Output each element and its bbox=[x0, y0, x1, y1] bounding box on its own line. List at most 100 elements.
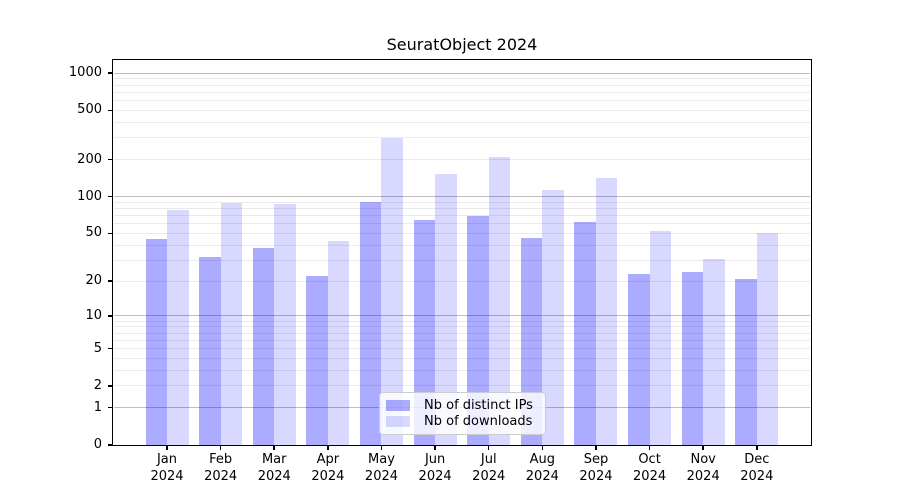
bar-distinct-ips-jan bbox=[145, 238, 167, 445]
chart-title: SeuratObject 2024 bbox=[386, 35, 538, 54]
y-tick-1 bbox=[107, 406, 113, 409]
x-tick-label-feb: Feb 2024 bbox=[189, 451, 253, 485]
y-gridline-minor-4 bbox=[114, 357, 810, 359]
x-tick-label-year: 2024 bbox=[150, 469, 184, 484]
x-tick-sep bbox=[595, 445, 597, 450]
bar-distinct-ips-feb bbox=[199, 256, 221, 445]
x-tick-oct bbox=[648, 445, 651, 450]
x-tick-aug bbox=[541, 445, 544, 450]
bar-distinct-ips-sep bbox=[574, 222, 596, 445]
y-tick-0 bbox=[107, 444, 113, 446]
bar-distinct-ips-may bbox=[359, 202, 382, 445]
legend-item-downloads: Nb of downloads bbox=[386, 414, 539, 430]
x-tick-label-jul: Jul 2024 bbox=[457, 451, 521, 485]
bar-distinct-ips-jun bbox=[413, 219, 436, 445]
bar-downloads-sep bbox=[595, 177, 618, 445]
legend: Nb of distinct IPs Nb of downloads bbox=[379, 392, 546, 435]
y-gridline-minor-20 bbox=[114, 280, 810, 282]
x-tick-label-month: Feb bbox=[209, 452, 233, 467]
y-gridline-minor-50 bbox=[114, 232, 810, 234]
x-tick-label-dec: Dec 2024 bbox=[725, 451, 789, 485]
x-tick-label-year: 2024 bbox=[364, 469, 399, 484]
y-gridline-minor-3 bbox=[114, 369, 810, 371]
bar-downloads-dec bbox=[756, 233, 779, 445]
legend-swatch-downloads bbox=[386, 416, 410, 428]
x-tick-may bbox=[380, 445, 383, 450]
y-gridline-minor-800 bbox=[114, 84, 810, 86]
bar-distinct-ips-dec bbox=[735, 278, 757, 445]
x-tick-label-month: Aug bbox=[529, 452, 556, 467]
y-tick-label-20: 20 bbox=[85, 273, 102, 289]
x-tick-label-year: 2024 bbox=[579, 469, 613, 484]
y-tick-500 bbox=[107, 109, 113, 112]
x-tick-label-sep: Sep 2024 bbox=[564, 451, 628, 485]
y-gridline-minor-80 bbox=[114, 208, 810, 210]
x-tick-jul bbox=[487, 445, 490, 450]
y-gridline-minor-90 bbox=[114, 201, 810, 203]
bar-downloads-mar bbox=[274, 204, 296, 445]
legend-swatch-distinct-ips bbox=[386, 399, 410, 411]
y-tick-50 bbox=[107, 232, 113, 235]
x-tick-jun bbox=[434, 445, 436, 450]
x-tick-apr bbox=[327, 445, 329, 450]
y-gridline-minor-500 bbox=[114, 109, 810, 111]
y-gridline-minor-300 bbox=[114, 137, 810, 139]
y-tick-label-200: 200 bbox=[77, 151, 102, 167]
y-tick-100 bbox=[107, 195, 113, 198]
y-gridline-minor-600 bbox=[114, 100, 810, 102]
y-gridline-minor-400 bbox=[114, 121, 810, 123]
bar-downloads-jun bbox=[435, 173, 457, 445]
y-gridline-minor-70 bbox=[114, 215, 810, 217]
x-tick-label-year: 2024 bbox=[418, 469, 452, 484]
y-gridline-minor-8 bbox=[114, 326, 810, 328]
x-tick-label-year: 2024 bbox=[257, 469, 291, 484]
y-tick-label-100: 100 bbox=[77, 188, 102, 204]
y-gridline-minor-700 bbox=[114, 91, 810, 93]
y-tick-1000 bbox=[107, 72, 113, 74]
legend-item-distinct-ips: Nb of distinct IPs bbox=[386, 397, 539, 413]
x-tick-label-oct: Oct 2024 bbox=[618, 451, 682, 485]
bar-downloads-apr bbox=[327, 241, 350, 445]
legend-label-distinct-ips: Nb of distinct IPs bbox=[424, 397, 533, 413]
x-tick-label-month: May bbox=[368, 452, 395, 467]
y-gridline-minor-900 bbox=[114, 78, 810, 80]
bar-distinct-ips-oct bbox=[628, 273, 650, 445]
x-tick-label-month: Jul bbox=[480, 452, 497, 467]
bar-downloads-oct bbox=[649, 231, 672, 445]
y-tick-label-1000: 1000 bbox=[68, 65, 102, 81]
x-tick-feb bbox=[219, 445, 222, 450]
x-tick-label-month: Apr bbox=[316, 452, 340, 467]
x-tick-label-month: Jun bbox=[424, 452, 446, 467]
x-tick-label-month: Mar bbox=[261, 452, 287, 467]
y-gridline-minor-2 bbox=[114, 385, 810, 387]
y-tick-label-0: 0 bbox=[93, 437, 102, 452]
x-tick-label-month: Oct bbox=[638, 452, 661, 467]
x-tick-jan bbox=[166, 445, 168, 450]
bar-downloads-feb bbox=[220, 202, 243, 445]
y-tick-200 bbox=[107, 158, 113, 161]
bar-downloads-jul bbox=[488, 157, 511, 445]
y-tick-label-10: 10 bbox=[85, 307, 102, 323]
y-tick-10 bbox=[107, 315, 113, 317]
x-tick-nov bbox=[702, 445, 704, 450]
x-tick-label-year: 2024 bbox=[740, 469, 774, 484]
x-tick-label-year: 2024 bbox=[525, 469, 559, 484]
bar-downloads-nov bbox=[703, 258, 725, 445]
x-tick-label-month: Dec bbox=[744, 452, 770, 467]
y-tick-2 bbox=[107, 385, 113, 387]
bar-downloads-may bbox=[381, 137, 403, 445]
y-tick-label-5: 5 bbox=[93, 340, 102, 356]
bar-distinct-ips-apr bbox=[306, 276, 328, 445]
y-gridline-minor-5 bbox=[114, 348, 810, 350]
x-tick-label-month: Jan bbox=[156, 452, 178, 467]
y-gridline-major-10 bbox=[114, 315, 810, 317]
y-tick-20 bbox=[107, 280, 113, 282]
y-gridline-minor-60 bbox=[114, 223, 810, 225]
x-tick-label-month: Nov bbox=[690, 452, 716, 467]
x-tick-label-mar: Mar 2024 bbox=[242, 451, 306, 485]
y-gridline-minor-6 bbox=[114, 339, 810, 341]
x-tick-label-may: May 2024 bbox=[349, 451, 413, 485]
legend-label-downloads: Nb of downloads bbox=[424, 414, 533, 430]
x-tick-label-aug: Aug 2024 bbox=[510, 451, 574, 485]
